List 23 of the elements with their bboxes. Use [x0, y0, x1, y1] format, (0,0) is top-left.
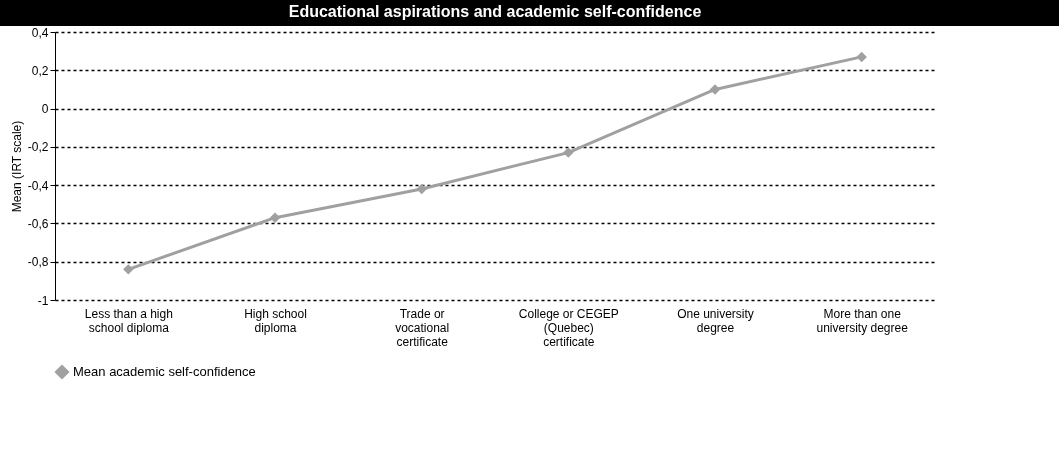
x-tick-label: Trade or vocational certificate	[395, 306, 450, 349]
y-tick-label: 0	[41, 102, 49, 117]
x-tick-label: More than one university degree	[816, 306, 909, 335]
y-tick-label: -0,2	[27, 140, 49, 155]
y-tick-label: -0,8	[27, 255, 49, 270]
y-tick-label: -0,4	[27, 178, 49, 193]
point	[416, 183, 427, 195]
chart-title: Educational aspirations and academic self-confidence	[288, 3, 702, 20]
y-tick-label: -1	[37, 293, 49, 308]
y-tick-label: 0,4	[31, 25, 49, 40]
point	[563, 147, 574, 158]
point	[709, 84, 721, 95]
point	[269, 212, 281, 223]
y-axis-title: Mean (IRT scale)	[9, 120, 24, 213]
point	[123, 264, 134, 275]
x-tick-label: Less than a high school diploma	[84, 306, 173, 335]
x-tick-label: High school diploma	[244, 306, 307, 335]
legend-label: Mean academic self-confidence	[73, 364, 256, 379]
y-tick-label: 0,2	[31, 63, 49, 78]
point	[856, 51, 867, 63]
x-tick-label: One university degree	[677, 306, 754, 335]
y-tick-label: -0,6	[27, 216, 49, 231]
x-tick-label: College or CEGEP (Quebec) certificate	[518, 306, 619, 349]
